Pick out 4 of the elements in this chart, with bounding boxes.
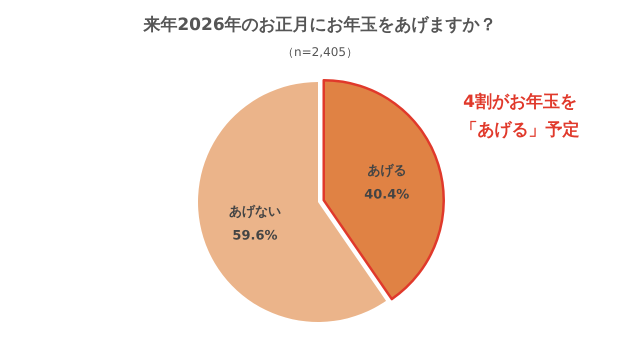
annotation: 4割がお年玉を: [463, 92, 577, 112]
annotation: 「あげる」予定: [460, 120, 580, 140]
title: 来年2026年のお正月にお年玉をあげますか？: [143, 15, 497, 35]
subtitle: （n=2,405）: [282, 45, 358, 59]
